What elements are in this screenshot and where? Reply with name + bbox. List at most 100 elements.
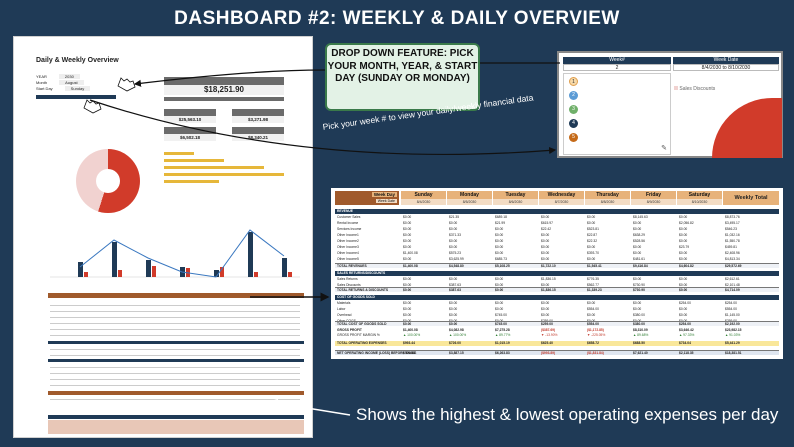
table-cell: $4,604.82 [679,264,694,268]
table-cell: $546.23 [725,227,737,231]
row-label: Materials [337,301,351,305]
table-cell: $3,495.17 [725,221,740,225]
table-cell: $0.00 [587,301,596,305]
table-cell: $745.00 [495,313,507,317]
table-cell: $554.00 [587,307,599,311]
row-label: Other Income2 [337,239,359,243]
date-header: 8/8/2030 [585,199,630,205]
table-cell: $0.00 [679,215,688,219]
table-cell: $2,408.96 [725,251,740,255]
table-cell: $1,400.08 [403,264,418,268]
table-cell: ($993.89) [541,351,556,355]
start-day-control[interactable]: Start Day Sunday [36,86,91,91]
table-cell: $0.00 [587,221,596,225]
day-header: Tuesday [493,191,538,199]
table-cell: $259.00 [541,322,553,326]
row-label: GROSS PROFIT MARGIN % [337,333,380,337]
table-cell: $5,441.29 [725,341,740,345]
table-cell: $0.00 [403,239,412,243]
table-cell: ▼ -225.05% [587,333,606,337]
table-cell: $1,339.23 [587,288,602,292]
revenue-section-header: REVENUE [335,209,779,214]
week-option-5[interactable]: 5 [569,133,578,142]
table-cell: $254.00 [679,322,691,326]
table-cell: $387.63 [449,283,461,287]
table-cell: $1,550.78 [725,239,740,243]
table-cell: $0.00 [403,277,412,281]
daily-combo-chart [50,229,300,278]
table-cell: $0.00 [679,251,688,255]
table-cell: $0.00 [449,301,458,305]
sheet-title: Daily & Weekly Overview [36,57,119,64]
table-row: Materials $0.00 $0.00 $0.00 $0.00 $0.00 $0.00 $… [335,301,779,306]
table-cell: $745.00 [495,322,507,326]
table-cell: $1,400.08 [403,328,418,332]
kpi-2-value: $3,271.98 [232,116,284,123]
table-cell: ▲ 100.00% [403,333,421,337]
table-cell: $380.00 [633,322,645,326]
table-cell: $658.72 [587,341,599,345]
kpi-main-header [164,77,284,85]
table-cell: $0.00 [541,251,550,255]
table-cell: $0.00 [449,239,458,243]
table-cell: $0.00 [449,227,458,231]
table-cell: $0.00 [633,277,642,281]
table-cell: $0.00 [541,313,550,317]
table-cell: $0.00 [633,245,642,249]
table-cell: $689.18 [495,215,507,219]
table-header-corner: Week Day Week Date [335,191,399,205]
returns-total-row: TOTAL RETURNS & DISCOUNTS $0.00 $387.63 $0.… [335,287,779,292]
table-row: Other Income3 $0.00 $0.00 $0.00 $0.00 $0.00 $0… [335,245,779,250]
table-cell: $615.97 [541,221,553,225]
table-cell: $2,192.00 [725,322,740,326]
opex-total-row: TOTAL OPERATING EXPENSES $993.44 $726.00 $1… [335,341,779,346]
table-cell: $0.00 [587,257,596,261]
table-cell: $523.81 [587,227,599,231]
table-cell: $0.00 [403,307,412,311]
table-cell: ▲ 91.03% [725,333,741,337]
table-cell: $0.00 [679,283,688,287]
mini-cogs-header [48,359,304,362]
year-control[interactable]: YEAR 2030 [36,74,80,79]
table-cell: $254.00 [725,301,737,305]
table-cell: $393.70 [587,251,599,255]
table-cell: $0.00 [403,221,412,225]
table-cell: $0.00 [403,322,412,326]
week-number-select[interactable]: 2 [563,64,671,71]
table-cell: $3,646.42 [679,328,694,332]
table-cell: ($1,831.84) [587,351,604,355]
table-cell: $0.00 [541,301,550,305]
kpi-2-header [232,109,284,116]
table-cell: ▲ 100.00% [449,333,467,337]
table-cell: $1,015.19 [495,341,510,345]
table-cell: $1,145.00 [725,313,740,317]
table-cell: $0.00 [679,233,688,237]
table-cell: $0.00 [495,283,504,287]
day-header: Wednesday [539,191,584,199]
gross-margin-row: GROSS PROFIT MARGIN % ▲ 100.00% ▲ 100.00% ▲… [335,333,779,338]
week-option-2[interactable]: 2 [569,91,578,100]
table-cell: $29,572.69 [725,264,742,268]
table-cell: $0.00 [403,288,412,292]
table-cell: $22.87 [587,233,598,237]
date-header: 8/9/2030 [631,199,676,205]
week-option-3[interactable]: 3 [569,105,578,114]
returns-section-header: SALES RETURNS/DISCOUNTS [335,271,779,276]
revenue-donut-chart [76,149,140,213]
table-cell: $0.00 [449,277,458,281]
dropdown-callout: DROP DOWN FEATURE: PICK YOUR MONTH, YEAR… [325,43,480,111]
table-cell: $0.00 [541,233,550,237]
week-option-4[interactable]: 4 [569,119,578,128]
week-selector-bar[interactable] [36,95,116,99]
row-label: NET OPERATING INCOME (LOSS) BEFORE TAXES [337,351,417,355]
week-option-1[interactable]: 1 [569,77,578,86]
edit-pencil-icon[interactable]: ✎ [661,145,667,152]
table-cell: $776.35 [587,277,599,281]
table-cell: $2,612.61 [725,277,740,281]
cogs-total-row: TOTAL COST OF GOODS SOLD $0.00 $0.00 $745.0… [335,321,779,326]
kpi-4-header [232,127,284,134]
table-cell: $22.32 [587,239,598,243]
table-cell: $562.77 [587,283,599,287]
month-control[interactable]: Month August [36,80,84,85]
